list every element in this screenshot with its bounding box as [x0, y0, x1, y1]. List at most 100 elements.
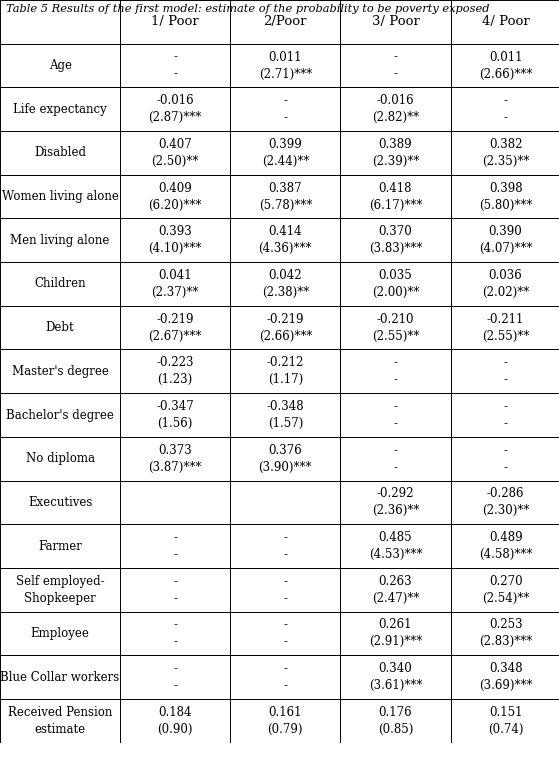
Text: 0.011
(2.66)***: 0.011 (2.66)*** [479, 50, 532, 80]
Bar [0, 568, 120, 611]
Text: 0.414
(4.36)***: 0.414 (4.36)*** [259, 225, 312, 256]
Bar [0, 524, 120, 568]
Bar [451, 350, 559, 393]
Text: 0.409
(6.20)***: 0.409 (6.20)*** [149, 181, 202, 212]
Text: 0.263
(2.47)**: 0.263 (2.47)** [372, 575, 419, 604]
Bar [451, 0, 559, 44]
Text: Farmer: Farmer [38, 540, 82, 553]
Text: 0.387
(5.78)***: 0.387 (5.78)*** [259, 181, 312, 212]
Bar [451, 393, 559, 437]
Bar [230, 611, 340, 655]
Text: -0.212
(1.17): -0.212 (1.17) [267, 357, 304, 386]
Text: Age: Age [49, 59, 72, 72]
Text: 0.035
(2.00)**: 0.035 (2.00)** [372, 269, 419, 299]
Text: 0.376
(3.90)***: 0.376 (3.90)*** [259, 444, 312, 474]
Bar [0, 218, 120, 262]
Bar [120, 480, 230, 524]
Bar [0, 655, 120, 699]
Text: Life expectancy: Life expectancy [13, 103, 107, 116]
Bar [120, 699, 230, 743]
Bar [120, 262, 230, 306]
Bar [340, 480, 451, 524]
Text: -0.223
(1.23): -0.223 (1.23) [157, 357, 194, 386]
Text: -0.286
(2.30)**: -0.286 (2.30)** [482, 487, 529, 517]
Bar [340, 350, 451, 393]
Bar [0, 87, 120, 131]
Bar [230, 131, 340, 174]
Text: 0.373
(3.87)***: 0.373 (3.87)*** [149, 444, 202, 474]
Bar [340, 306, 451, 350]
Bar [451, 437, 559, 480]
Text: 0.485
(4.53)***: 0.485 (4.53)*** [369, 531, 422, 561]
Text: 0.348
(3.69)***: 0.348 (3.69)*** [479, 662, 532, 692]
Text: Bachelor's degree: Bachelor's degree [6, 408, 114, 422]
Bar [340, 218, 451, 262]
Text: 0.390
(4.07)***: 0.390 (4.07)*** [479, 225, 532, 256]
Bar [120, 611, 230, 655]
Bar [451, 218, 559, 262]
Text: -0.016
(2.82)**: -0.016 (2.82)** [372, 94, 419, 124]
Bar [230, 437, 340, 480]
Bar [120, 568, 230, 611]
Text: 0.041
(2.37)**: 0.041 (2.37)** [151, 269, 199, 299]
Text: -0.219
(2.67)***: -0.219 (2.67)*** [149, 313, 202, 343]
Bar [451, 568, 559, 611]
Text: 4/ Poor: 4/ Poor [482, 15, 529, 29]
Text: Self employed-
Shopkeeper: Self employed- Shopkeeper [16, 575, 105, 604]
Bar [340, 131, 451, 174]
Text: 0.489
(4.58)***: 0.489 (4.58)*** [479, 531, 532, 561]
Bar [230, 699, 340, 743]
Text: 0.036
(2.02)**: 0.036 (2.02)** [482, 269, 529, 299]
Text: Children: Children [34, 277, 86, 290]
Bar [120, 393, 230, 437]
Bar [120, 44, 230, 87]
Bar [0, 437, 120, 480]
Bar [230, 262, 340, 306]
Text: 0.161
(0.79): 0.161 (0.79) [268, 706, 303, 736]
Text: -
-: - - [504, 400, 508, 430]
Bar [451, 262, 559, 306]
Bar [340, 655, 451, 699]
Bar [340, 524, 451, 568]
Bar [120, 524, 230, 568]
Bar [120, 350, 230, 393]
Bar [230, 524, 340, 568]
Bar [120, 87, 230, 131]
Text: 0.389
(2.39)**: 0.389 (2.39)** [372, 138, 419, 168]
Text: 3/ Poor: 3/ Poor [372, 15, 419, 29]
Bar [340, 174, 451, 218]
Text: -0.347
(1.56): -0.347 (1.56) [157, 400, 194, 430]
Bar [120, 0, 230, 44]
Text: -
-: - - [394, 444, 397, 474]
Bar [230, 218, 340, 262]
Text: -
-: - - [173, 618, 177, 648]
Text: 0.399
(2.44)**: 0.399 (2.44)** [262, 138, 309, 168]
Text: 0.184
(0.90): 0.184 (0.90) [158, 706, 193, 736]
Bar [120, 655, 230, 699]
Bar [451, 524, 559, 568]
Text: 0.253
(2.83)***: 0.253 (2.83)*** [479, 618, 532, 648]
Text: -0.016
(2.87)***: -0.016 (2.87)*** [149, 94, 202, 124]
Bar [451, 480, 559, 524]
Text: Received Pension
estimate: Received Pension estimate [8, 706, 112, 736]
Bar [0, 174, 120, 218]
Bar [0, 350, 120, 393]
Text: 0.151
(0.74): 0.151 (0.74) [488, 706, 523, 736]
Text: 0.382
(2.35)**: 0.382 (2.35)** [482, 138, 529, 168]
Bar [451, 699, 559, 743]
Bar [340, 393, 451, 437]
Text: -
-: - - [283, 531, 287, 561]
Text: -
-: - - [173, 531, 177, 561]
Text: 0.407
(2.50)**: 0.407 (2.50)** [151, 138, 199, 168]
Text: -
-: - - [504, 444, 508, 474]
Text: -
-: - - [283, 94, 287, 124]
Text: 0.340
(3.61)***: 0.340 (3.61)*** [369, 662, 422, 692]
Text: Men living alone: Men living alone [11, 234, 110, 247]
Text: -
-: - - [394, 357, 397, 386]
Text: -
-: - - [283, 575, 287, 604]
Bar [120, 218, 230, 262]
Text: -0.292
(2.36)**: -0.292 (2.36)** [372, 487, 419, 517]
Text: 0.418
(6.17)***: 0.418 (6.17)*** [369, 181, 422, 212]
Text: 1/ Poor: 1/ Poor [151, 15, 199, 29]
Text: 0.398
(5.80)***: 0.398 (5.80)*** [479, 181, 532, 212]
